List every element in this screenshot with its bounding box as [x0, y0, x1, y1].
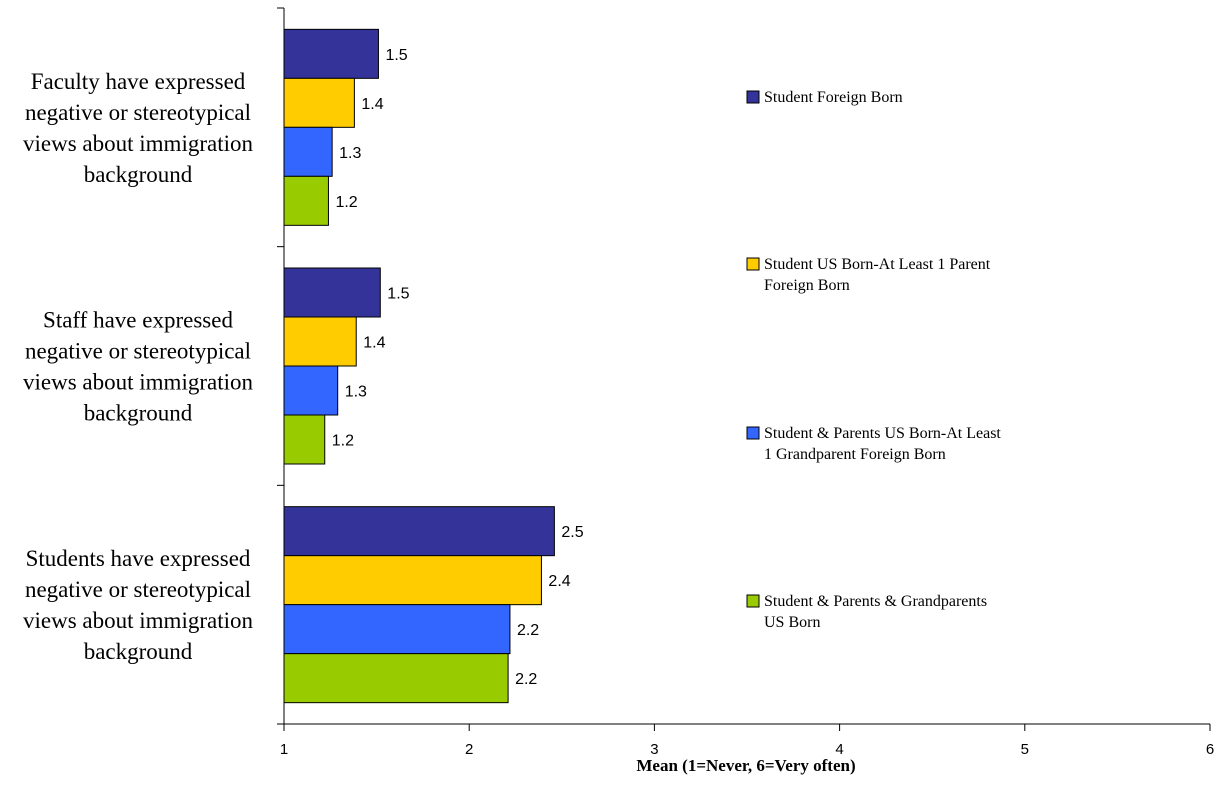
legend-label-line: 1 Grandparent Foreign Born [764, 446, 946, 463]
bar [283, 604, 511, 655]
bar [283, 414, 326, 465]
legend-label: Student US Born-At Least 1 Parent Foreign… [764, 256, 991, 294]
legend-swatch [746, 90, 760, 104]
legend-label: Student Foreign Born [764, 89, 903, 106]
category-label: Staff have expressed negative or stereoty… [23, 308, 253, 426]
category-label-line: Faculty have expressed [31, 69, 246, 94]
x-axis-title: Mean (1=Never, 6=Very often) [636, 756, 855, 775]
legend-swatch [746, 594, 760, 608]
category-label-line: background [84, 639, 193, 664]
category-labels: Faculty have expressed negative or stereo… [23, 69, 253, 664]
bar-value-label: 2.4 [548, 573, 570, 590]
data-labels: 1.5 1.4 1.3 1.2 1.5 1.4 1.3 1.2 2.5 2.4 2.2 2.2 [332, 47, 584, 688]
bar [283, 365, 339, 416]
x-tick-label: 3 [650, 741, 658, 758]
bar [283, 267, 381, 318]
bar-value-label: 1.2 [335, 194, 357, 211]
legend-label-line: Student US Born-At Least 1 Parent [764, 256, 991, 273]
category-label-line: background [84, 401, 193, 426]
category-label-line: negative or stereotypical [25, 577, 251, 602]
category-label-line: Students have expressed [26, 546, 251, 571]
x-tick-label: 5 [1021, 741, 1029, 758]
bar-value-label: 2.2 [515, 671, 537, 688]
legend-label-line: Student & Parents & Grandparents [764, 593, 987, 610]
legend-label: Student & Parents US Born-At Least 1 Gran… [764, 425, 1001, 463]
legend-label-line: US Born [764, 614, 820, 631]
bar [283, 28, 379, 79]
category-label-line: views about immigration [23, 370, 253, 395]
category-label-line: views about immigration [23, 608, 253, 633]
bar-value-label: 1.5 [387, 286, 409, 303]
bar-value-label: 2.5 [561, 524, 583, 541]
legend-label-line: Foreign Born [764, 277, 850, 294]
category-label: Faculty have expressed negative or stereo… [23, 69, 253, 187]
category-label-line: negative or stereotypical [25, 100, 251, 125]
bar-value-label: 2.2 [517, 622, 539, 639]
bar-value-label: 1.4 [363, 335, 385, 352]
bar [283, 506, 555, 557]
legend: Student Foreign Born Student US Born-At L… [746, 89, 1001, 631]
category-label-line: views about immigration [23, 131, 253, 156]
category-label-line: negative or stereotypical [25, 339, 251, 364]
bar-value-label: 1.2 [332, 433, 354, 450]
bar [283, 126, 333, 177]
x-tick-label: 4 [835, 741, 843, 758]
bar [283, 175, 329, 226]
category-label-line: Staff have expressed [43, 308, 233, 333]
bar-value-label: 1.3 [339, 145, 361, 162]
bar-value-label: 1.4 [361, 96, 383, 113]
bar-value-label: 1.5 [385, 47, 407, 64]
legend-label-line: Student Foreign Born [764, 89, 903, 106]
bar-value-label: 1.3 [345, 384, 367, 401]
legend-label-line: Student & Parents US Born-At Least [764, 425, 1001, 442]
legend-swatch [746, 426, 760, 440]
x-tick-label: 1 [280, 741, 288, 758]
category-label-line: background [84, 162, 193, 187]
legend-swatch [746, 257, 760, 271]
bars [283, 28, 555, 704]
x-tick-label: 2 [465, 741, 473, 758]
bar [283, 77, 355, 128]
legend-label: Student & Parents & Grandparents US Born [764, 593, 987, 631]
category-label: Students have expressed negative or stere… [23, 546, 253, 664]
bar [283, 316, 357, 367]
x-tick-label: 6 [1206, 741, 1214, 758]
bar [283, 555, 542, 606]
bar [283, 653, 509, 704]
